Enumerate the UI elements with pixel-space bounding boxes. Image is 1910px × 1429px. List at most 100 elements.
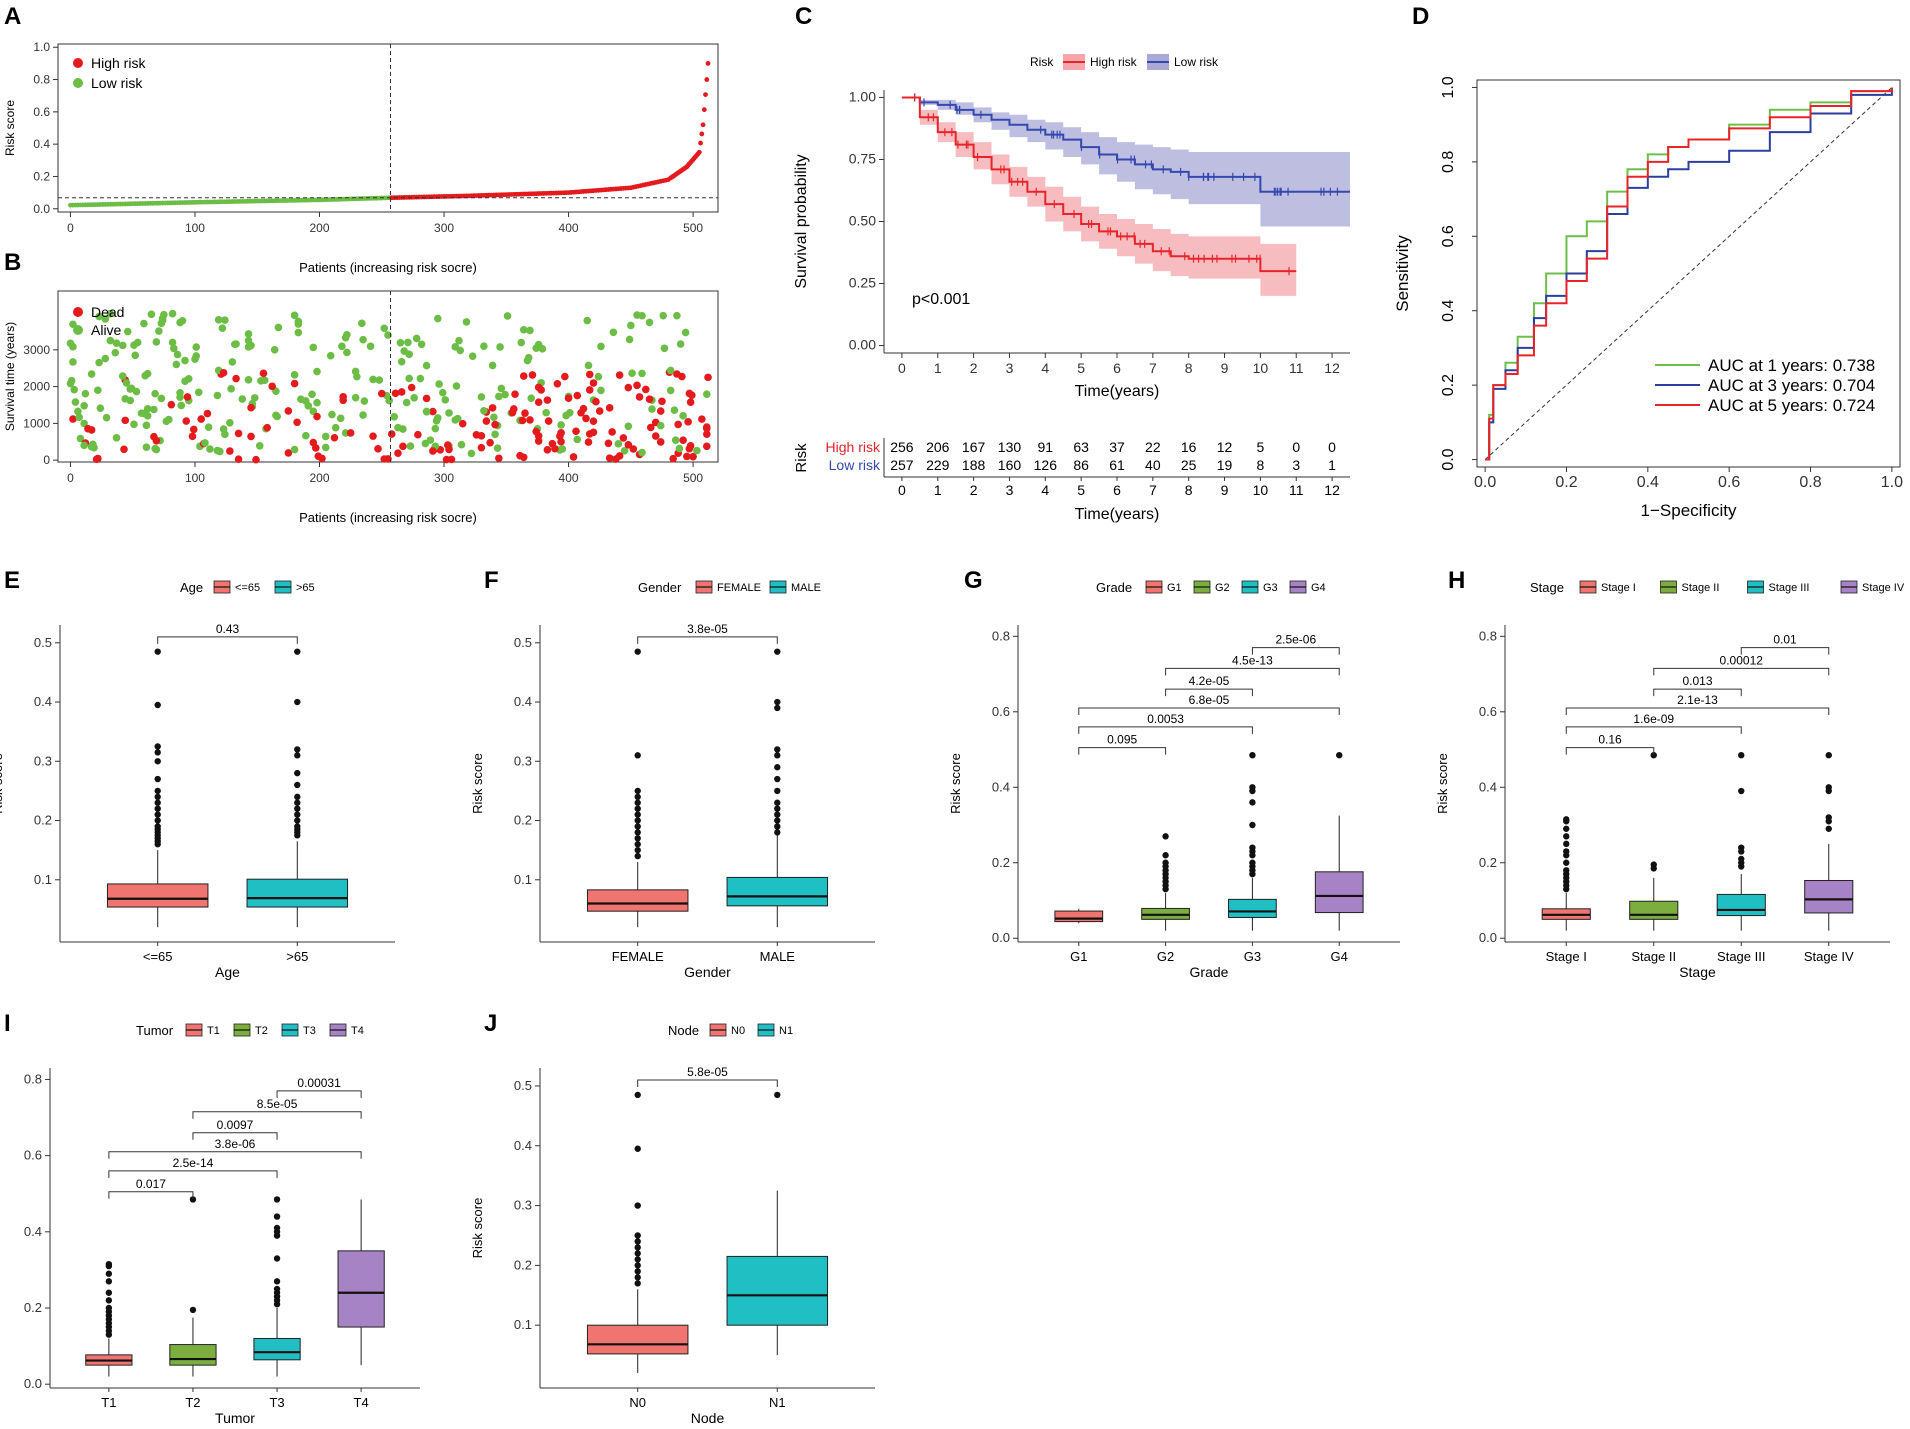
- p-value-label: 2.5e-06: [1275, 633, 1316, 647]
- alive-point: [177, 401, 186, 410]
- roc-curve-1y: [1485, 87, 1893, 461]
- risk-point: [700, 122, 706, 128]
- y-tick-label: 0.6: [1440, 225, 1457, 247]
- alive-point: [260, 376, 269, 385]
- y-tick-label: 0.2: [514, 1257, 532, 1272]
- box--65: [246, 878, 349, 908]
- y-tick-label: 0.6: [24, 1148, 42, 1163]
- dead-point: [698, 415, 706, 423]
- alive-point: [412, 334, 421, 343]
- y-axis-title: Survival probability: [793, 154, 810, 288]
- dead-point: [247, 432, 255, 441]
- outlier-point: [634, 1256, 641, 1263]
- x-tick-label: FEMALE: [612, 949, 664, 964]
- outlier-point: [294, 752, 301, 759]
- p-value-label: 0.00031: [297, 1076, 341, 1090]
- panel-g-boxplot: G G1 G2 G3 G4 0.0 0.2 0.4 0.6 0.8 Risk score Grade 0…: [948, 567, 1400, 980]
- outlier-point: [634, 793, 641, 801]
- x-tick-label: 0: [67, 221, 74, 235]
- alive-point: [168, 309, 177, 318]
- dead-point: [669, 454, 677, 463]
- x-tick-label: N1: [769, 1395, 786, 1410]
- alive-point: [523, 356, 532, 365]
- alive-point: [360, 397, 369, 405]
- alive-point: [480, 406, 488, 415]
- dead-point: [84, 424, 92, 433]
- alive-point: [534, 340, 543, 349]
- legend-label: T1: [207, 1025, 220, 1037]
- risk-table-x-tick-label: 10: [1253, 482, 1269, 498]
- alive-point: [597, 342, 605, 351]
- alive-point: [519, 325, 528, 334]
- alive-point: [405, 374, 413, 383]
- outlier-point: [634, 752, 641, 759]
- x-tick-label: <=65: [143, 949, 173, 964]
- alive-point: [457, 440, 466, 449]
- y-tick-label: 1.00: [849, 88, 876, 104]
- outlier-point: [105, 1304, 113, 1312]
- dead-point: [121, 416, 130, 425]
- x-tick-label: MALE: [760, 949, 796, 964]
- outlier-point: [634, 787, 641, 795]
- alive-point: [638, 311, 646, 320]
- alive-point: [123, 327, 132, 336]
- outlier-point: [1738, 751, 1745, 759]
- outlier-point: [1738, 844, 1745, 851]
- alive-point: [410, 394, 418, 402]
- legend-label: MALE: [791, 582, 821, 594]
- significance-bracket: [157, 636, 298, 644]
- alive-point: [176, 318, 184, 327]
- significance-bracket: [276, 1090, 362, 1098]
- box-t4: [337, 1250, 385, 1328]
- outlier-point: [154, 743, 161, 750]
- x-tick-label: 10: [1253, 360, 1269, 376]
- outlier-point: [634, 1244, 641, 1251]
- significance-bracket: [637, 636, 778, 644]
- y-tick-label: 3000: [23, 343, 50, 357]
- outlier-point: [294, 698, 301, 706]
- dead-point: [521, 409, 529, 418]
- panel-c-kaplan-meier: C0.000.250.500.751.000 1 2 3 4 5 6 7 8 9 10 11 12Sur…: [793, 3, 1350, 523]
- risk-table-x-tick-label: 12: [1324, 482, 1340, 498]
- p-value-label: 0.43: [216, 622, 240, 636]
- p-value-label: 0.16: [1598, 733, 1622, 747]
- alive-point: [353, 372, 361, 381]
- outlier-point: [154, 787, 161, 795]
- alive-point: [94, 386, 102, 395]
- alive-point: [290, 311, 299, 320]
- alive-point: [181, 356, 189, 365]
- legend-label: G4: [1311, 582, 1326, 594]
- box--65: [106, 883, 209, 908]
- x-tick-label: T4: [354, 1395, 369, 1410]
- alive-point: [338, 342, 346, 351]
- dead-point: [612, 455, 620, 463]
- y-tick-label: 0.4: [24, 1224, 42, 1239]
- alive-point: [501, 390, 509, 399]
- dead-point: [656, 438, 665, 446]
- y-tick-label: 0.8: [24, 1071, 42, 1086]
- x-tick-label: 9: [1221, 360, 1229, 376]
- y-tick-label: 0.6: [992, 704, 1010, 719]
- outlier-point: [1162, 852, 1169, 859]
- alive-point: [638, 448, 646, 457]
- alive-point: [462, 318, 471, 326]
- outlier-point: [774, 698, 781, 706]
- box-g4: [1314, 871, 1364, 914]
- panel-letter: D: [1412, 3, 1429, 30]
- risk-table-value: 37: [1109, 439, 1125, 455]
- dead-point: [268, 382, 276, 391]
- alive-point: [431, 424, 440, 433]
- alive-point: [416, 374, 425, 383]
- legend-title: Age: [180, 580, 203, 595]
- outlier-point: [1563, 840, 1570, 848]
- p-value-label: 3.8e-06: [215, 1137, 256, 1151]
- dead-point: [589, 379, 598, 387]
- legend-label: >65: [296, 582, 315, 594]
- alive-point: [452, 382, 461, 390]
- alive-point: [87, 370, 96, 378]
- outlier-point: [154, 758, 161, 765]
- x-tick-label: N0: [629, 1395, 646, 1410]
- alive-point: [366, 342, 375, 351]
- alive-point: [659, 311, 668, 320]
- alive-point: [157, 394, 166, 403]
